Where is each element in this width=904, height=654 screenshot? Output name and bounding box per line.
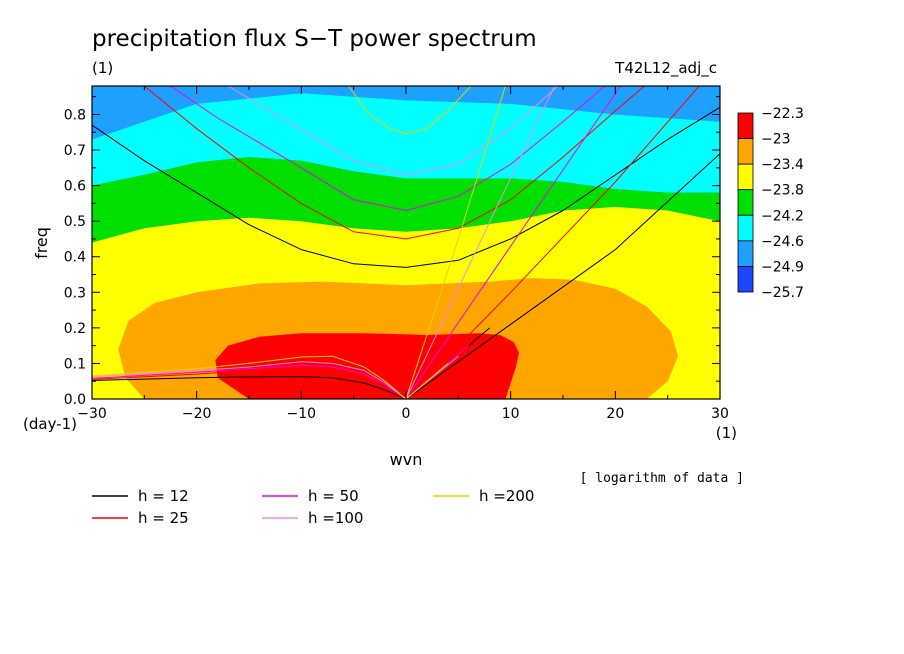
- legend-label: h =200: [479, 487, 534, 505]
- dispersion-curve-4-mrg: [405, 363, 449, 399]
- colorbar-label: −23.8: [761, 183, 804, 199]
- y-axis-unit: (day-1): [23, 415, 77, 433]
- contour-band-2: [92, 157, 720, 243]
- y-tick-label: 0.1: [64, 356, 86, 372]
- dispersion-curve-4-rossby: [92, 355, 407, 399]
- chart-subtitle-left: (1): [92, 59, 113, 77]
- data-note: [ logarithm of data ]: [580, 471, 744, 486]
- x-axis-label: wvn: [390, 450, 423, 469]
- y-tick-label: 0.3: [64, 285, 86, 301]
- colorbar-label: −22.3: [761, 106, 804, 122]
- y-tick-label: 0.0: [64, 392, 86, 408]
- y-tick-label: 0.4: [64, 250, 86, 266]
- legend-label: h = 50: [308, 487, 359, 505]
- contour-fill-layer: [92, 86, 720, 399]
- colorbar-label: −24.2: [761, 208, 804, 224]
- x-tick-label: −20: [182, 406, 212, 422]
- x-tick-label: 10: [502, 406, 520, 422]
- x-axis: −30 −20 −10 0 10 20 30: [77, 86, 729, 422]
- dispersion-curve-3-kel: [405, 86, 556, 399]
- colorbar-swatch: [737, 163, 754, 191]
- dispersion-curve-0-rossby: [92, 376, 407, 399]
- colorbar-swatch: [737, 266, 754, 293]
- dispersion-curve-4-ig: [347, 86, 472, 135]
- x-tick-label: 0: [402, 406, 411, 422]
- colorbar-label: −25.7: [761, 285, 804, 301]
- legend-label: h =100: [308, 509, 363, 527]
- dispersion-curve-0-kel: [405, 153, 720, 399]
- dispersion-curves-layer: [92, 86, 720, 399]
- colorbar: −22.3 −23 −23.4 −23.8 −24.2 −24.6 −24.9 −25.7: [737, 106, 804, 301]
- y-tick-label: 0.6: [64, 179, 86, 195]
- colorbar-label: −24.9: [761, 259, 804, 275]
- dispersion-curve-2-ig: [170, 86, 606, 211]
- x-tick-label: 20: [606, 406, 624, 422]
- dispersion-curve-4-kel: [405, 86, 506, 399]
- dispersion-curve-1-ig: [143, 86, 645, 240]
- x-tick-label: −10: [287, 406, 317, 422]
- colorbar-label: −23.4: [761, 157, 804, 173]
- y-tick-label: 0.5: [64, 214, 86, 230]
- dispersion-curve-1-rossby: [92, 368, 407, 399]
- legend-label: h = 12: [138, 487, 189, 505]
- chart-subtitle-right: T42L12_adj_c: [614, 59, 717, 78]
- x-tick-label: 30: [711, 406, 729, 422]
- dispersion-curve-1-kel: [405, 86, 700, 399]
- y-tick-label: 0.2: [64, 321, 86, 337]
- contour-band-1: [92, 93, 720, 193]
- legend: h = 12 h = 25 h = 50 h =100 h =200: [92, 487, 534, 527]
- chart-title: precipitation flux S−T power spectrum: [92, 26, 537, 52]
- y-axis: 0.0 0.1 0.2 0.3 0.4 0.5 0.6 0.7 0.8: [64, 96, 720, 408]
- colorbar-label: −23: [761, 132, 791, 148]
- colorbar-swatch: [737, 138, 754, 165]
- x-tick-label: −30: [77, 406, 107, 422]
- y-axis-label: freq: [32, 227, 51, 259]
- dispersion-curve-3-rossby: [92, 361, 407, 399]
- colorbar-swatch: [737, 214, 754, 242]
- colorbar-swatch: [737, 240, 754, 267]
- legend-label: h = 25: [138, 509, 189, 527]
- colorbar-label: −24.6: [761, 234, 804, 250]
- y-tick-label: 0.8: [64, 107, 86, 123]
- dispersion-curve-2-rossby: [92, 364, 407, 399]
- contour-band-0: [92, 86, 720, 140]
- contour-region-1: [215, 333, 519, 399]
- colorbar-swatch: [737, 112, 754, 139]
- x-axis-unit: (1): [716, 424, 737, 442]
- y-tick-label: 0.7: [64, 143, 86, 159]
- colorbar-swatch: [737, 189, 754, 216]
- dispersion-curve-3-ig: [227, 86, 559, 176]
- dispersion-curve-2-kel: [405, 86, 622, 399]
- dispersion-curve-0-ig: [92, 106, 720, 268]
